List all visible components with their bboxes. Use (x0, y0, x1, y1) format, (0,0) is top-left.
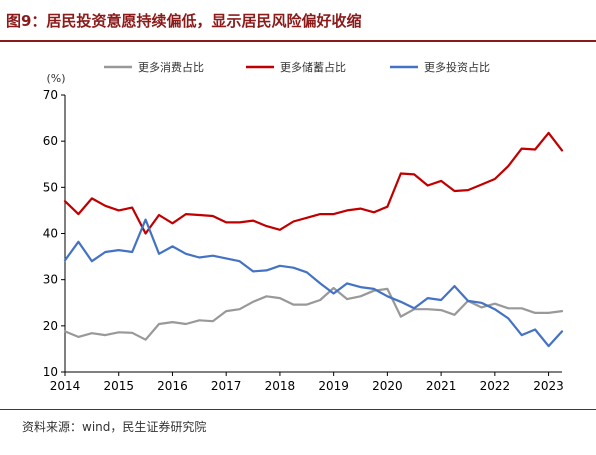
legend-label-1: 更多消费占比 (138, 60, 204, 74)
x-tick-label: 2019 (318, 379, 349, 393)
chart-title: 图9：居民投资意愿持续偏低，显示居民风险偏好收缩 (6, 12, 362, 30)
y-axis-label: (%) (46, 72, 65, 85)
x-tick-label: 2017 (211, 379, 242, 393)
y-tick-label: 30 (43, 273, 58, 287)
x-tick-label: 2015 (103, 379, 134, 393)
legend-label-2: 更多储蓄占比 (280, 60, 346, 74)
x-tick-label: 2014 (50, 379, 81, 393)
y-tick-label: 10 (43, 365, 58, 379)
legend-label-3: 更多投资占比 (424, 60, 490, 74)
y-tick-label: 20 (43, 319, 58, 333)
y-tick-label: 70 (43, 88, 58, 102)
x-tick-label: 2021 (426, 379, 457, 393)
chart-legend: 更多消费占比 更多储蓄占比 更多投资占比 (104, 60, 490, 74)
series-line-1 (63, 286, 564, 341)
x-tick-label: 2016 (157, 379, 188, 393)
title-divider (0, 40, 596, 42)
series-line-2 (63, 131, 564, 235)
chart-axes: 10 20 30 40 50 60 70 2014 2015 2016 2017 2018 2019 20… (43, 88, 564, 393)
series-line-3 (63, 218, 564, 348)
source-divider (0, 409, 596, 410)
series-layer (63, 131, 564, 348)
y-tick-label: 50 (43, 180, 58, 194)
source-note: 资料来源：wind，民生证券研究院 (22, 420, 207, 434)
line-chart: 更多消费占比 更多储蓄占比 更多投资占比 (%) 10 20 30 40 50 60 70 201… (43, 60, 564, 393)
y-tick-label: 40 (43, 227, 58, 241)
x-tick-label: 2020 (372, 379, 403, 393)
x-tick-label: 2023 (533, 379, 564, 393)
y-tick-label: 60 (43, 134, 58, 148)
x-tick-label: 2022 (480, 379, 511, 393)
x-tick-label: 2018 (265, 379, 296, 393)
